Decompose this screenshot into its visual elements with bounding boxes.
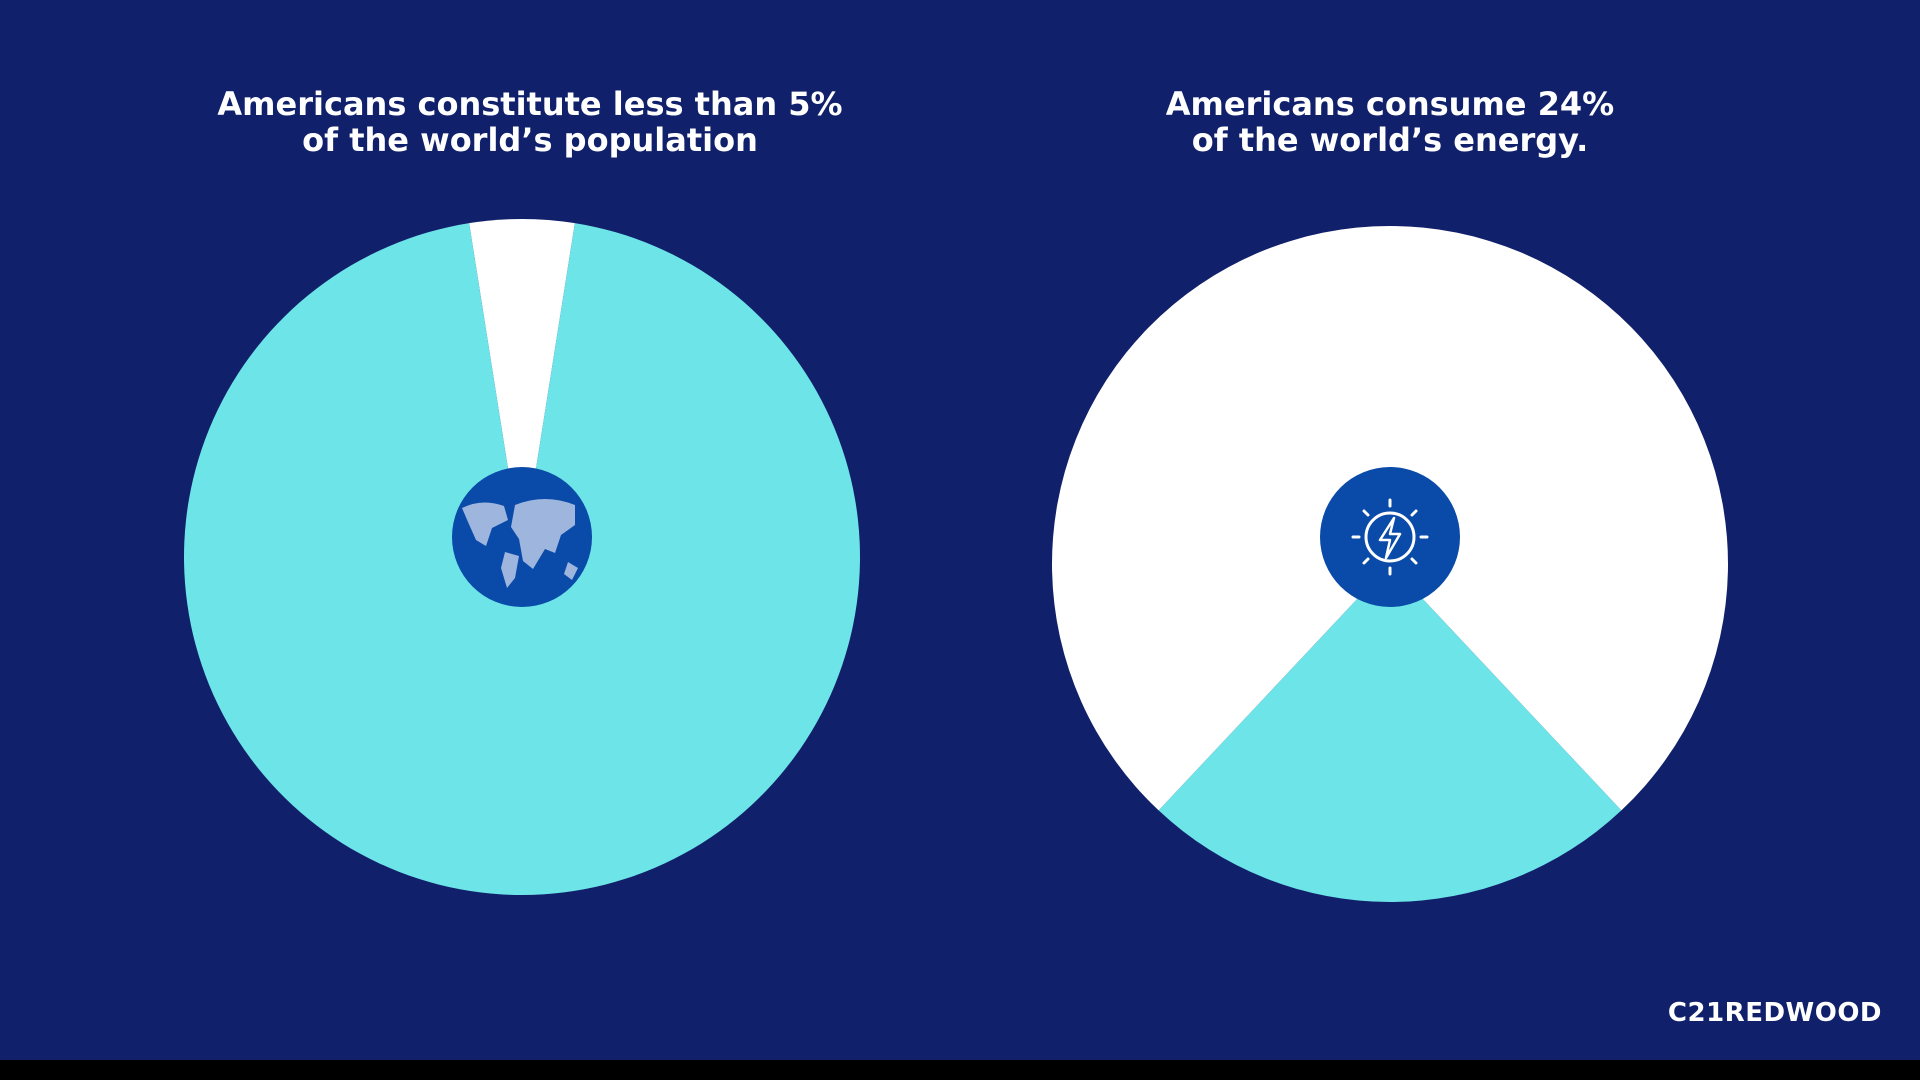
chart-title: Americans constitute less than 5% of the… <box>217 85 843 159</box>
pie-slice <box>469 218 575 557</box>
chart-title: Americans consume 24% of the world’s ene… <box>1165 85 1615 159</box>
brand-logo: C21REDWOOD <box>1667 998 1882 1028</box>
globe-icon <box>452 467 592 607</box>
pies <box>184 218 1728 903</box>
energy-icon <box>1320 467 1460 607</box>
pie-slice <box>1158 564 1622 903</box>
